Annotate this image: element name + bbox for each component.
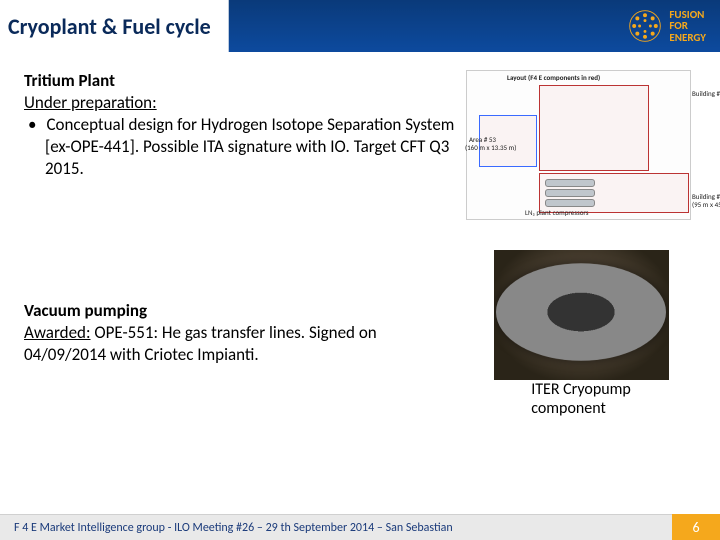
tritium-section: Tritium Plant Under preparation: Concept… bbox=[24, 70, 456, 220]
caption-line2: component bbox=[531, 399, 631, 418]
footer-text: F 4 E Market Intelligence group - ILO Me… bbox=[0, 514, 672, 540]
f4e-logo: FUSION FOR ENERGY bbox=[627, 8, 706, 44]
slide-body: Tritium Plant Under preparation: Concept… bbox=[0, 52, 720, 418]
caption-line1: ITER Cryopump bbox=[531, 380, 631, 399]
awarded-label: Awarded: bbox=[24, 322, 91, 343]
cylinder-1 bbox=[545, 179, 595, 187]
page-number: 6 bbox=[672, 514, 720, 540]
slide-title: Cryoplant & Fuel cycle bbox=[8, 13, 211, 40]
slide-header: Cryoplant & Fuel cycle FUSION FOR ENERGY bbox=[0, 0, 720, 52]
cryopump-caption: ITER Cryopump component bbox=[531, 380, 631, 418]
cryopump-photo bbox=[494, 250, 669, 380]
cylinder-3 bbox=[545, 199, 595, 207]
tritium-subheading: Under preparation: bbox=[24, 92, 456, 114]
compressor-label: LN₂ plant compressors bbox=[525, 208, 589, 217]
tritium-bullet: Conceptual design for Hydrogen Isotope S… bbox=[28, 114, 456, 180]
tritium-heading: Tritium Plant bbox=[24, 70, 456, 92]
logo-icon bbox=[627, 8, 663, 44]
cryopump-ring bbox=[496, 264, 666, 362]
vacuum-heading: Vacuum pumping bbox=[24, 300, 456, 322]
title-container: Cryoplant & Fuel cycle bbox=[0, 0, 229, 52]
cryopump-figure: ITER Cryopump component bbox=[466, 220, 696, 418]
layout-diagram: Layout (F4 E components in red) Area # 5… bbox=[466, 70, 691, 220]
b52-box bbox=[539, 85, 649, 171]
cylinder-2 bbox=[545, 189, 595, 197]
fig1-title: Layout (F4 E components in red) bbox=[507, 73, 600, 82]
b52-label: Building # 52 bbox=[692, 89, 720, 98]
vacuum-line: Awarded: OPE-551: He gas transfer lines.… bbox=[24, 322, 456, 366]
b51-dim: (95 m x 45 m) bbox=[692, 200, 720, 209]
area53-dim: (160 m x 13.35 m) bbox=[465, 143, 516, 152]
logo-line3: ENERGY bbox=[669, 32, 706, 44]
logo-text: FUSION FOR ENERGY bbox=[669, 9, 706, 44]
vacuum-section: Vacuum pumping Awarded: OPE-551: He gas … bbox=[24, 220, 456, 418]
slide-footer: F 4 E Market Intelligence group - ILO Me… bbox=[0, 514, 720, 540]
